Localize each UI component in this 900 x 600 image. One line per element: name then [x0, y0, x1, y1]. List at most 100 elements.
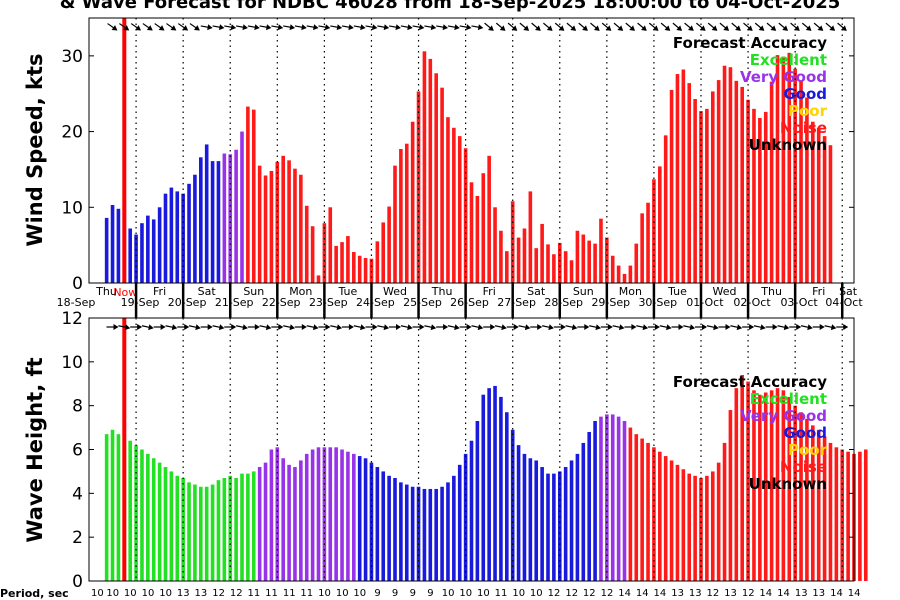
wind-bar: [769, 81, 774, 283]
wind-bar: [281, 155, 285, 283]
arrow-head: [841, 25, 847, 31]
arrow-head: [395, 24, 401, 31]
wind-direction-arrow: [825, 22, 836, 31]
wave-direction-arrow: [789, 324, 802, 330]
wind-y-tick-label: 30: [61, 47, 83, 67]
wind-bar: [805, 97, 809, 283]
wind-bar: [269, 170, 274, 283]
wind-direction-arrow: [531, 22, 541, 31]
legend-entry: Poor: [788, 441, 828, 459]
wave-direction-arrow: [247, 324, 260, 330]
wave-bar: [811, 425, 815, 581]
wind-direction-arrow: [424, 24, 437, 31]
wave-bar: [322, 447, 327, 581]
wind-bar: [581, 234, 586, 283]
wave-bar: [210, 484, 215, 581]
wave-direction-arrow: [718, 324, 731, 330]
wind-bar: [622, 273, 627, 283]
arrow-head: [629, 25, 635, 31]
arrow-head: [817, 25, 824, 31]
wave-bar: [705, 475, 709, 581]
wind-direction-arrow: [294, 24, 307, 31]
wind-bar: [128, 228, 132, 283]
wave-bar: [110, 429, 115, 581]
wind-bar: [110, 205, 115, 283]
wave-bar: [699, 477, 703, 581]
wind-bar: [146, 215, 150, 283]
wave-bar: [487, 388, 491, 581]
wave-bar: [410, 486, 415, 581]
period-value: 10: [353, 588, 366, 599]
wave-bar: [187, 482, 191, 582]
wave-bar: [316, 447, 321, 581]
wind-bar: [469, 182, 474, 283]
wind-direction-arrow: [519, 22, 530, 31]
wave-y-tick-label: 12: [61, 309, 83, 329]
arrow-head: [760, 324, 766, 331]
wave-direction-arrow: [353, 324, 366, 331]
wave-direction-arrow: [283, 324, 295, 331]
wave-bar: [693, 475, 697, 581]
arrow-head: [605, 25, 612, 31]
arrow-head: [711, 25, 718, 31]
wind-direction-arrow: [412, 24, 425, 31]
arrow-head: [301, 24, 307, 31]
legend-entry: Very Good: [740, 407, 827, 425]
period-value: 12: [548, 588, 561, 599]
day-date-label: 04-Oct: [825, 296, 863, 309]
arrow-head: [442, 24, 449, 31]
legend-entry: Excellent: [750, 51, 827, 69]
period-value: 10: [477, 588, 490, 599]
wind-bar: [675, 74, 680, 283]
wave-direction-arrow: [483, 324, 496, 330]
wind-bar: [663, 135, 668, 283]
period-value: 10: [512, 588, 525, 599]
arrow-head: [111, 25, 118, 31]
wave-bar: [181, 477, 185, 581]
wind-bar: [434, 73, 438, 284]
wave-y-tick-label: 6: [72, 441, 83, 461]
day-date-label: 27-Sep: [497, 296, 536, 309]
arrow-head: [652, 25, 659, 31]
arrow-head: [641, 25, 647, 31]
wave-bar: [422, 488, 427, 581]
wave-bar: [293, 467, 297, 581]
wind-bar: [740, 86, 744, 284]
wave-direction-arrow: [424, 324, 437, 331]
wave-bar: [481, 394, 486, 581]
wind-bar: [304, 205, 309, 283]
period-value: 12: [742, 588, 755, 599]
arrow-head: [277, 24, 284, 31]
wind-bar: [610, 255, 615, 283]
wave-bar: [246, 473, 250, 581]
wave-bar: [310, 449, 315, 581]
arrow-head: [218, 24, 225, 31]
wave-direction-arrow: [118, 324, 131, 331]
wave-bar: [434, 488, 438, 581]
period-value: 14: [636, 588, 649, 599]
arrow-head: [137, 324, 143, 330]
wind-direction-arrow: [590, 22, 600, 31]
wind-bar: [793, 68, 797, 283]
wind-direction-arrow: [271, 24, 284, 31]
wind-bar: [534, 248, 539, 283]
wave-direction-arrow: [306, 324, 319, 331]
arrow-head: [678, 324, 684, 330]
period-row: Period, sec 10 10 10 10 10 13 13 12 12 11 11 11 11 10…: [0, 587, 860, 600]
wave-bar: [763, 392, 768, 581]
day-name-label: Wed: [383, 285, 407, 298]
wave-bar: [404, 484, 409, 581]
wave-bar: [805, 418, 809, 581]
wind-bar: [393, 165, 397, 283]
wave-bar: [287, 464, 291, 581]
wind-bar: [463, 148, 468, 283]
wind-direction-arrow: [353, 24, 366, 31]
wind-direction-arrow: [283, 24, 296, 31]
wind-direction-arrow: [377, 24, 390, 31]
wave-bar: [669, 460, 674, 581]
wind-bar: [752, 108, 756, 283]
arrow-head: [396, 324, 401, 330]
arrow-head: [148, 324, 154, 331]
wind-bar: [640, 213, 644, 283]
period-value: 12: [212, 588, 225, 599]
